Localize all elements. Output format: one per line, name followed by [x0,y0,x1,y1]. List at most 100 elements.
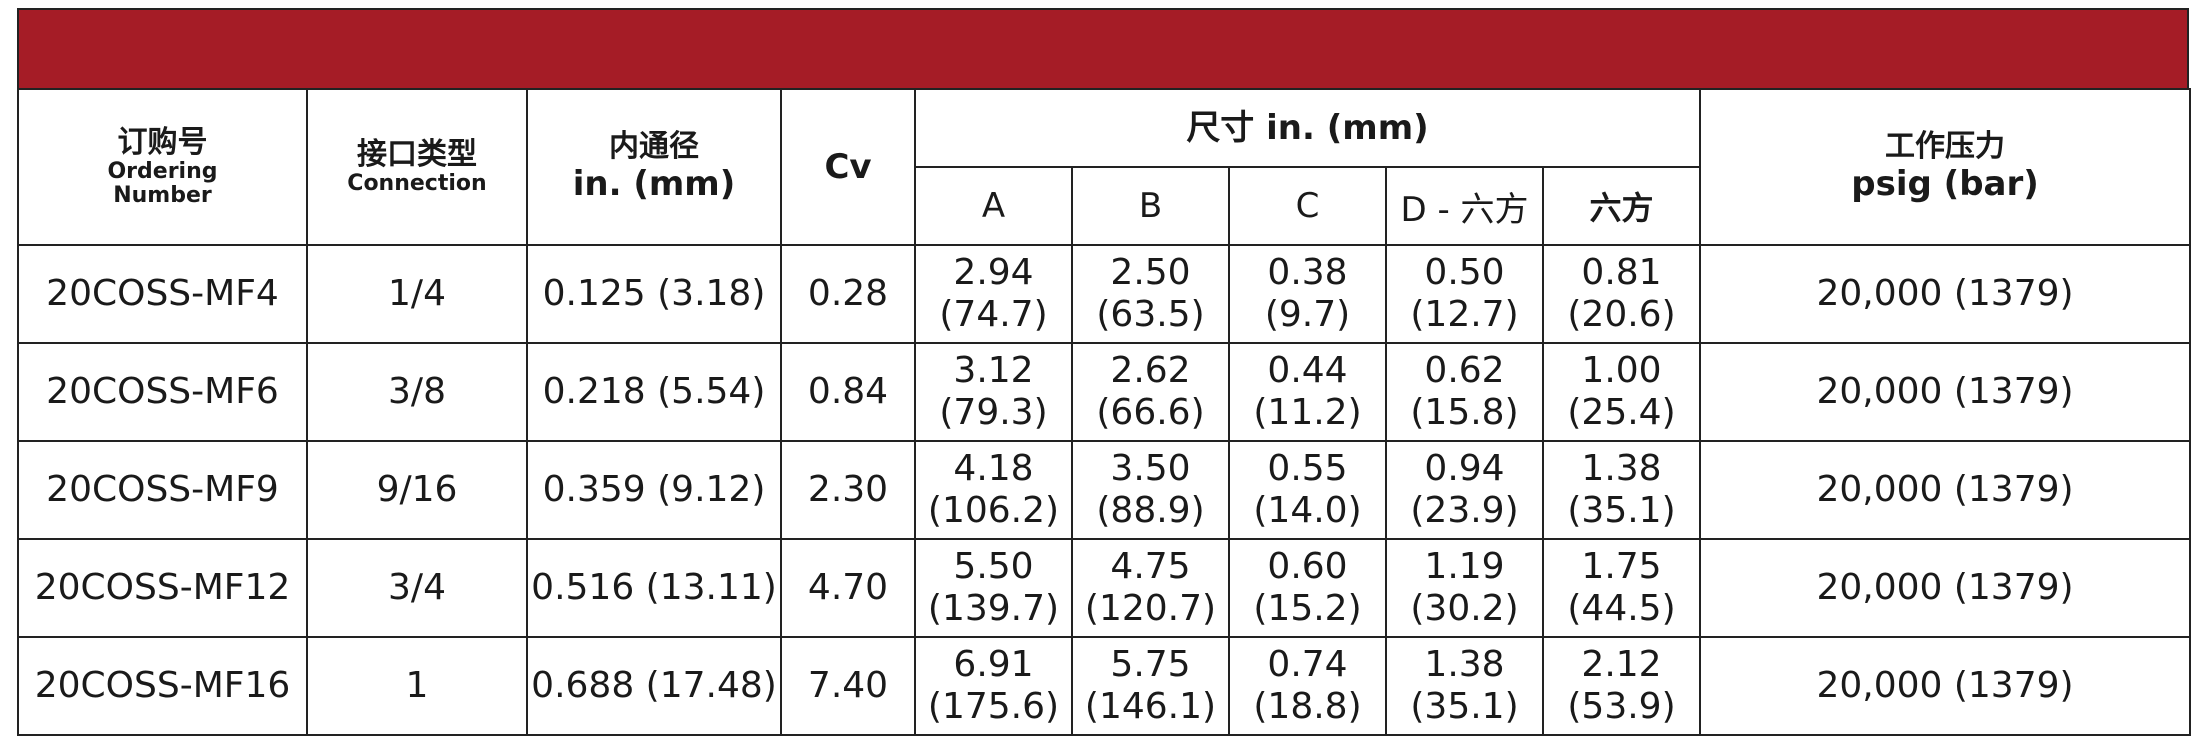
cell-dim-hex-in: 1.00 [1581,350,1662,391]
header-connection: 接口类型 Connection [306,88,528,246]
cell-dim-c-mm: (9.7) [1264,294,1351,335]
header-pressure-en: psig (bar) [1851,164,2039,204]
header-ordering-en-2: Number [113,183,212,208]
cell-pressure: 20,000 (1379) [1699,636,2192,736]
cell-dim-b: 3.50 (88.9) [1071,440,1230,540]
cell-dim-a: 3.12 (79.3) [914,342,1073,442]
cell-dim-c-in: 0.60 [1267,546,1348,587]
cell-cv: 4.70 [780,538,916,638]
cell-dim-c-mm: (11.2) [1253,392,1362,433]
cell-dim-b: 4.75 (120.7) [1071,538,1230,638]
cell-dim-hex-in: 2.12 [1581,644,1662,685]
cell-dim-c-mm: (14.0) [1253,490,1362,531]
cell-part: 20COSS-MF16 [17,636,308,736]
cell-connection: 3/4 [306,538,528,638]
spec-table: 订购号 Ordering Number 接口类型 Connection 内通径 … [17,88,2192,736]
cell-dim-d-mm: (35.1) [1410,686,1519,727]
header-pressure: 工作压力 psig (bar) [1699,88,2192,246]
header-ordering-en-1: Ordering [107,159,218,184]
cell-dim-a-mm: (175.6) [927,686,1060,727]
cell-dim-a-mm: (74.7) [939,294,1048,335]
cell-dim-d-mm: (30.2) [1410,588,1519,629]
cell-dim-a-in: 3.12 [953,350,1034,391]
header-cv: Cv [780,88,916,246]
cell-dim-d-mm: (12.7) [1410,294,1519,335]
cell-dim-d-in: 0.94 [1424,448,1505,489]
cell-dim-a: 6.91 (175.6) [914,636,1073,736]
header-bore-cn: 内通径 [609,129,699,164]
cell-dim-b-in: 5.75 [1110,644,1191,685]
cell-dim-b-in: 4.75 [1110,546,1191,587]
cell-dim-a-in: 4.18 [953,448,1034,489]
cell-dim-c: 0.38 (9.7) [1228,244,1387,344]
cell-pressure: 20,000 (1379) [1699,440,2192,540]
cell-dim-c-mm: (15.2) [1253,588,1362,629]
table-row: 20COSS-MF4 1/4 0.125 (3.18) 0.28 2.94 (74… [17,244,2192,344]
cell-dim-a: 5.50 (139.7) [914,538,1073,638]
cell-dim-c-mm: (18.8) [1253,686,1362,727]
cell-bore: 0.125 (3.18) [526,244,782,344]
cell-dim-c: 0.60 (15.2) [1228,538,1387,638]
cell-pressure: 20,000 (1379) [1699,538,2192,638]
cell-part: 20COSS-MF4 [17,244,308,344]
cell-dim-d-in: 0.62 [1424,350,1505,391]
cell-dim-c-in: 0.74 [1267,644,1348,685]
cell-dim-hex-mm: (20.6) [1567,294,1676,335]
cell-cv: 0.84 [780,342,916,442]
cell-dim-c-in: 0.55 [1267,448,1348,489]
cell-dim-hex-in: 0.81 [1581,252,1662,293]
table-row: 20COSS-MF6 3/8 0.218 (5.54) 0.84 3.12 (79… [17,342,2192,442]
header-banner [17,8,2189,88]
cell-dim-a-in: 6.91 [953,644,1034,685]
header-bore: 内通径 in. (mm) [526,88,782,246]
header-row-2: A B C D - 六方 六方 [18,166,2190,246]
cell-dim-d-in: 0.50 [1424,252,1505,293]
cell-dim-hex: 1.75 (44.5) [1541,538,1702,638]
cell-cv: 2.30 [780,440,916,540]
cell-dim-b-mm: (63.5) [1096,294,1205,335]
header-dimensions: 尺寸 in. (mm) [913,88,1702,168]
cell-dim-b: 5.75 (146.1) [1071,636,1230,736]
cell-dim-c: 0.74 (18.8) [1228,636,1387,736]
cell-dim-b-mm: (146.1) [1084,686,1217,727]
cell-connection: 1 [306,636,528,736]
cell-dim-d: 0.62 (15.8) [1385,342,1544,442]
header-bore-en: in. (mm) [572,164,736,204]
cell-dim-b-in: 3.50 [1110,448,1191,489]
header-ordering-cn: 订购号 [117,125,208,160]
cell-dim-b: 2.62 (66.6) [1071,342,1230,442]
header-connection-en: Connection [347,171,487,196]
header-dim-b: B [1071,166,1230,246]
header-dim-hex: 六方 [1541,166,1702,246]
header-cv-label: Cv [824,147,872,187]
cell-dim-a: 2.94 (74.7) [914,244,1073,344]
cell-part: 20COSS-MF9 [17,440,308,540]
table-row: 20COSS-MF16 1 0.688 (17.48) 7.40 6.91 (17… [17,636,2192,736]
cell-dim-a-mm: (139.7) [927,588,1060,629]
cell-dim-hex-in: 1.75 [1581,546,1662,587]
cell-pressure: 20,000 (1379) [1699,342,2192,442]
header-row-1: 订购号 Ordering Number 接口类型 Connection 内通径 … [17,88,2192,246]
cell-dim-c-in: 0.44 [1267,350,1348,391]
cell-bore: 0.688 (17.48) [526,636,782,736]
header-dim-a: A [914,166,1073,246]
table-row: 20COSS-MF9 9/16 0.359 (9.12) 2.30 4.18 (1… [17,440,2192,540]
cell-dim-c: 0.44 (11.2) [1228,342,1387,442]
cell-dim-b: 2.50 (63.5) [1071,244,1230,344]
table-row: 20COSS-MF12 3/4 0.516 (13.11) 4.70 5.50(… [17,538,2192,638]
cell-dim-a: 4.18 (106.2) [914,440,1073,540]
cell-dim-d: 0.94 (23.9) [1385,440,1544,540]
cell-dim-d-in: 1.38 [1424,644,1505,685]
cell-dim-hex-mm: (35.1) [1567,490,1676,531]
cell-dim-d-in: 1.19 [1424,546,1505,587]
cell-dim-hex-mm: (25.4) [1567,392,1676,433]
header-connection-cn: 接口类型 [357,137,477,172]
cell-dim-a-mm: (79.3) [939,392,1048,433]
cell-dim-hex-mm: (44.5) [1567,588,1676,629]
cell-dim-c: 0.55 (14.0) [1228,440,1387,540]
cell-connection: 1/4 [306,244,528,344]
cell-dim-d: 0.50 (12.7) [1385,244,1544,344]
cell-cv: 7.40 [780,636,916,736]
cell-dim-d: 1.38 (35.1) [1385,636,1544,736]
cell-dim-b-in: 2.62 [1110,350,1191,391]
